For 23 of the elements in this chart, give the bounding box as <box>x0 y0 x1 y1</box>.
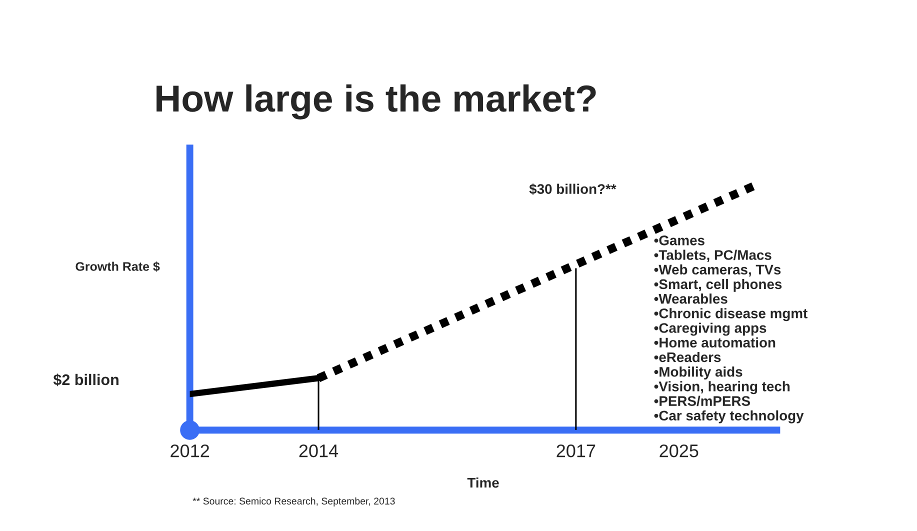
text: ** Source: Semico Research, September, 2013 <box>192 497 395 506</box>
annotation: •Caregiving apps <box>654 322 766 336</box>
y-axis-title: Growth Rate $ <box>76 262 160 272</box>
x-tick-label: 2012 <box>170 444 209 458</box>
annotation: •Wearables <box>654 294 728 304</box>
annotation: •Tablets, PC/Macs <box>654 250 772 262</box>
annotation: •Home automation <box>654 337 776 348</box>
text: $2 billion <box>53 374 118 386</box>
chart-title: How large is the market? <box>156 84 596 120</box>
annotation: •Web cameras, TVs <box>654 264 781 277</box>
annotation: •Car safety technology <box>654 410 804 424</box>
annotation: •eReaders <box>654 352 721 362</box>
annotation: •Vision, hearing tech <box>654 381 790 394</box>
annotation: •PERS/mPERS <box>654 396 750 406</box>
x-tick-label: 2017 <box>556 444 596 458</box>
x-tick-label: 2025 <box>660 444 698 458</box>
annotation: •Smart, cell phones <box>654 278 782 292</box>
x-axis-title: Time <box>467 477 499 488</box>
annotation: •Games <box>654 236 704 246</box>
x-tick-label: 2014 <box>299 444 338 458</box>
annotation: •Chronic disease mgmt <box>654 308 808 322</box>
annotation: $30 billion?** <box>529 184 616 195</box>
annotation: •Mobility aids <box>654 366 742 380</box>
